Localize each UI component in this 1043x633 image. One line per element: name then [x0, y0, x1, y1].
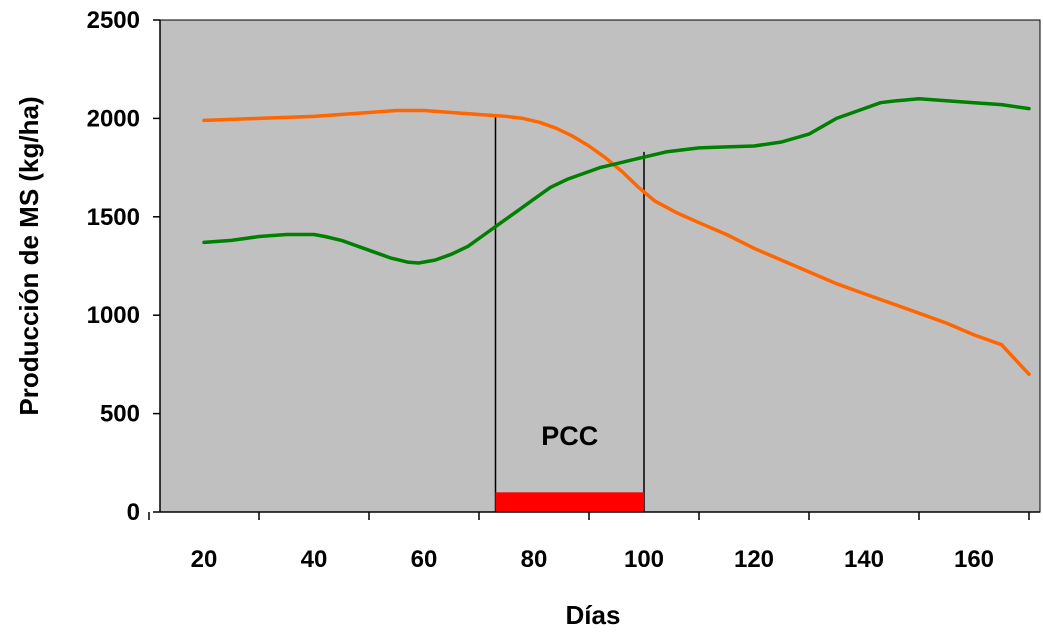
x-tick-label: 100 — [624, 546, 664, 573]
y-tick-label: 1000 — [87, 302, 140, 329]
x-tick-label: 20 — [191, 546, 218, 573]
series-line-1 — [202, 108, 1031, 376]
x-tick-label: 80 — [521, 546, 548, 573]
y-tick-label: 500 — [100, 401, 140, 428]
plot-area — [159, 19, 1041, 513]
series-layer — [202, 96, 1031, 376]
y-tick-label: 2000 — [87, 105, 140, 132]
y-axis-title: Producción de MS (kg/ha) — [14, 96, 44, 415]
x-tick-label: 120 — [734, 546, 774, 573]
y-tick-label: 1500 — [87, 204, 140, 231]
x-axis-title: Días — [566, 600, 621, 630]
y-tick-label: 0 — [127, 499, 140, 526]
annotation-layer — [494, 114, 645, 512]
y-tick-label: 2500 — [87, 7, 140, 34]
pcc-period-bar — [495, 492, 644, 512]
x-tick-label: 140 — [844, 546, 884, 573]
pcc-annotation-label: PCC — [541, 421, 598, 451]
labels-layer: Días Producción de MS (kg/ha) PCC — [14, 96, 620, 630]
series-line-2 — [202, 96, 1031, 265]
x-tick-label: 40 — [301, 546, 328, 573]
x-tick-label: 60 — [411, 546, 438, 573]
x-tick-label: 160 — [954, 546, 994, 573]
axes-layer: 0 500 1000 1500 2000 2500 20 40 60 80 100 120 140 160 — [87, 7, 1040, 573]
